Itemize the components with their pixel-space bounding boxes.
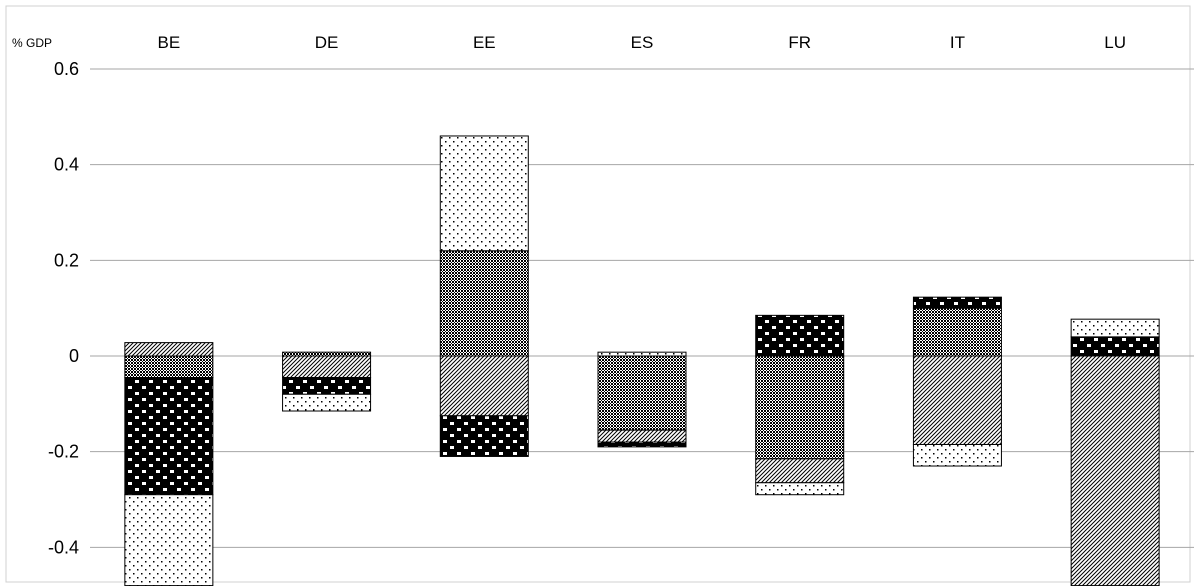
bar-segment <box>439 355 529 417</box>
bar-segment <box>124 494 214 586</box>
chart-frame <box>5 5 1191 583</box>
bar-segment <box>439 250 529 357</box>
bar-segment <box>1070 355 1160 586</box>
bar-segment <box>912 355 1002 445</box>
category-labels: BE DE EE ES FR IT LU <box>158 33 1126 52</box>
bar-segment <box>1070 336 1160 357</box>
y-tick-label: 0 <box>69 346 79 366</box>
y-tick-label: 0.2 <box>54 250 79 270</box>
bar-segment <box>755 458 845 484</box>
bar-fr <box>755 314 845 496</box>
bar-segment <box>755 355 845 460</box>
category-label: ES <box>631 33 654 52</box>
bar-ee <box>439 135 529 457</box>
y-tick-label: 0.6 <box>54 59 79 79</box>
bar-segment <box>124 342 214 357</box>
bar-segment <box>755 482 845 496</box>
bar-segment <box>912 443 1002 467</box>
bar-segment <box>124 355 214 379</box>
bar-segment <box>124 377 214 496</box>
bar-segment <box>597 355 687 431</box>
bar-be <box>124 342 214 586</box>
bar-segment <box>912 296 1002 309</box>
bar-es <box>597 351 687 448</box>
bar-segment <box>439 415 529 457</box>
category-label: DE <box>315 33 339 52</box>
y-axis-unit-label: % GDP <box>12 36 52 50</box>
bar-segment <box>282 351 372 357</box>
bar-segment <box>755 314 845 357</box>
bar-segment <box>597 429 687 443</box>
category-label: FR <box>788 33 811 52</box>
y-axis-ticks: 0.6 0.4 0.2 0 -0.2 -0.4 <box>48 59 79 557</box>
bar-segment <box>597 351 687 357</box>
bar-segment <box>282 393 372 412</box>
y-tick-label: -0.4 <box>48 537 79 557</box>
bar-lu <box>1070 318 1160 586</box>
bar-segment <box>282 377 372 395</box>
y-tick-label: 0.4 <box>54 155 79 175</box>
category-label: BE <box>158 33 181 52</box>
category-label: LU <box>1104 33 1126 52</box>
bar-segment <box>912 307 1002 357</box>
y-tick-label: -0.2 <box>48 442 79 462</box>
bars <box>124 135 1160 586</box>
bar-de <box>282 351 372 412</box>
bar-segment <box>1070 318 1160 338</box>
bar-it <box>912 296 1002 467</box>
bar-segment <box>282 355 372 379</box>
bar-segment <box>597 441 687 448</box>
bar-segment <box>439 135 529 252</box>
gridlines <box>90 68 1194 548</box>
category-label: IT <box>950 33 965 52</box>
category-label: EE <box>473 33 496 52</box>
